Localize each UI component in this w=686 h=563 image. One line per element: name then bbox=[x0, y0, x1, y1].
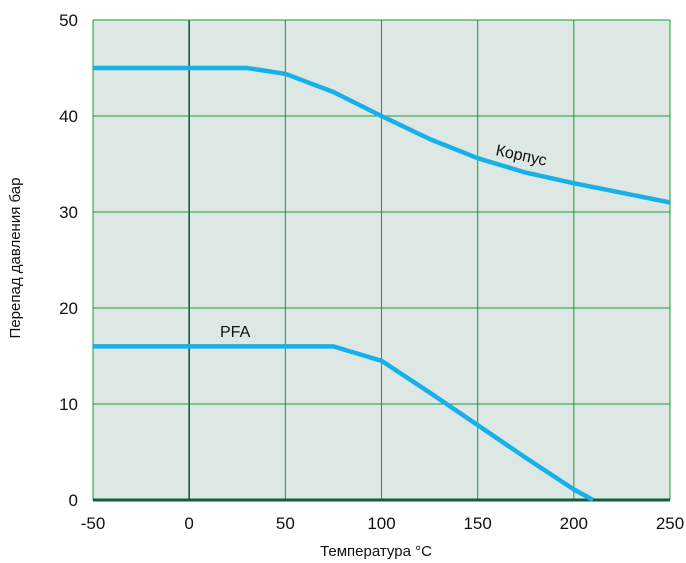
series-lines bbox=[93, 65, 671, 502]
x-tick-label: 50 bbox=[276, 514, 295, 533]
y-axis-title: Перепад давления бар bbox=[7, 178, 24, 339]
x-tick-label: 0 bbox=[184, 514, 193, 533]
x-tick-label: 100 bbox=[367, 514, 395, 533]
series-label-pfa: PFA bbox=[220, 324, 251, 341]
y-tick-label: 20 bbox=[59, 299, 78, 318]
x-tick-label: 250 bbox=[656, 514, 684, 533]
series-line-korpus bbox=[93, 65, 671, 205]
x-tick-label: 150 bbox=[463, 514, 491, 533]
series-line-pfa bbox=[93, 344, 595, 502]
grid bbox=[92, 19, 671, 502]
x-tick-label: 200 bbox=[560, 514, 588, 533]
y-tick-label: 50 bbox=[59, 11, 78, 30]
y-tick-label: 10 bbox=[59, 395, 78, 414]
x-tick-label: -50 bbox=[81, 514, 106, 533]
y-tick-label: 0 bbox=[69, 491, 78, 510]
x-axis-title: Температура °C bbox=[320, 543, 432, 560]
y-tick-label: 30 bbox=[59, 203, 78, 222]
y-tick-label: 40 bbox=[59, 107, 78, 126]
